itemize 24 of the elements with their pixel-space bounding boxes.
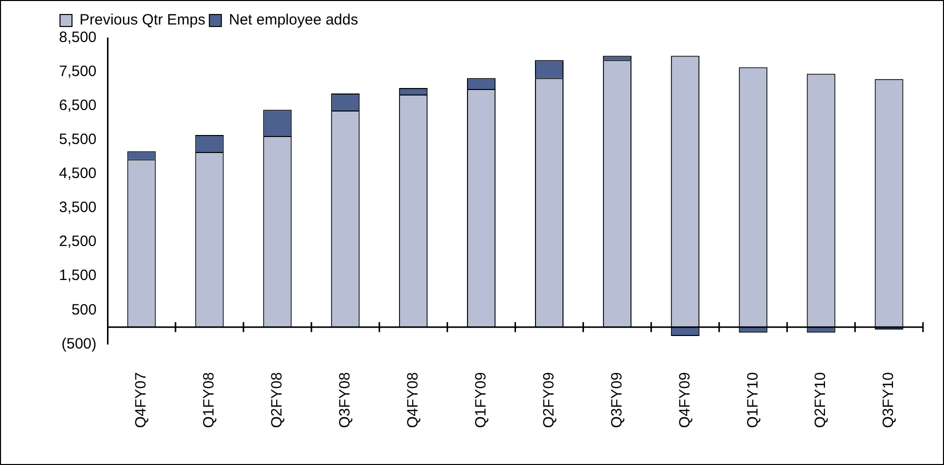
x-tick-label: Q4FY07 [132, 372, 150, 428]
legend-label: Net employee adds [228, 12, 358, 29]
x-tick-label: Q3FY08 [336, 372, 354, 428]
x-tick-label: Q3FY10 [880, 372, 898, 428]
x-tick-label: Q1FY10 [744, 372, 762, 428]
y-tick-label: 5,500 [58, 131, 97, 148]
x-tick-label: Q3FY09 [608, 372, 626, 428]
x-tick-label: Q1FY09 [472, 372, 490, 428]
y-tick-label: 2,500 [58, 233, 97, 250]
x-tick-label: Q2FY08 [268, 372, 286, 428]
y-tick-label: 6,500 [58, 97, 97, 114]
x-tick-label: Q2FY10 [812, 372, 830, 428]
x-tick-label: Q2FY09 [540, 372, 558, 428]
y-tick-label: (500) [62, 335, 97, 352]
x-tick-label: Q4FY09 [676, 372, 694, 428]
y-tick-label: 8,500 [58, 29, 97, 46]
y-tick-label: 500 [72, 301, 97, 318]
y-tick-label: 7,500 [58, 63, 97, 80]
y-tick-label: 4,500 [58, 165, 97, 182]
legend-label: Previous Qtr Emps [80, 12, 206, 29]
x-tick-label: Q1FY08 [200, 372, 218, 428]
y-tick-label: 1,500 [58, 267, 97, 284]
x-tick-label: Q4FY08 [404, 372, 422, 428]
y-tick-label: 3,500 [58, 199, 97, 216]
